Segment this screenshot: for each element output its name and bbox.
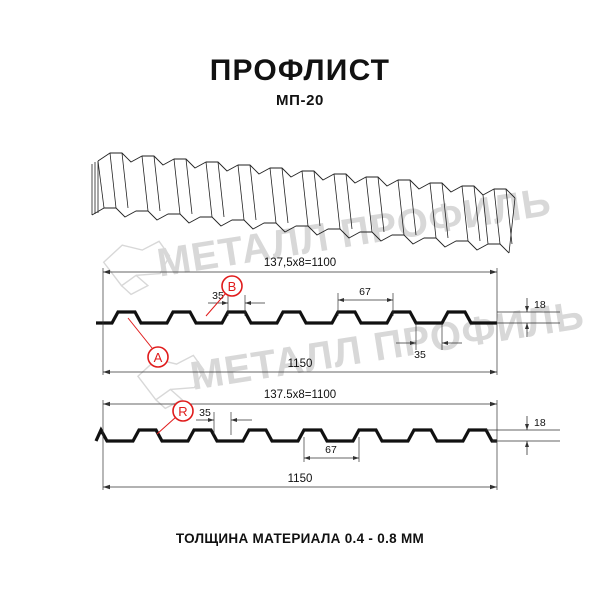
- dimension-height-top: 18: [525, 298, 546, 337]
- dimension-total-width-top-text: 1150: [288, 358, 313, 370]
- dimension-working-width-top-text: 137,5x8=1100: [264, 257, 336, 269]
- dimension-total-width-top: 1150: [103, 358, 497, 375]
- callout-b[interactable]: B: [205, 275, 243, 317]
- callout-a-label: A: [154, 350, 163, 365]
- extension-lines-bottom: [102, 400, 560, 490]
- callout-b-label: B: [228, 279, 237, 294]
- material-thickness-note: ТОЛЩИНА МАТЕРИАЛА 0.4 - 0.8 ММ: [175, 531, 425, 546]
- metal-profil-polygon-logo-2: [136, 354, 205, 410]
- isometric-corrugated-sheet: [91, 152, 516, 254]
- dimension-rib-pitch-67-bottom-text: 67: [325, 444, 337, 456]
- watermark-text-2: МЕТАЛЛ ПРОФИЛЬ: [187, 293, 587, 399]
- dimension-working-width-bottom: 137.5x8=1100: [103, 389, 497, 407]
- dimension-working-width-top: 137,5x8=1100: [103, 257, 497, 275]
- dimension-height-bottom-text: 18: [534, 417, 546, 429]
- page-subtitle: МП-20: [276, 92, 324, 109]
- dimension-height-top-text: 18: [534, 299, 546, 311]
- dimension-rib-bottom-35-text: 35: [414, 349, 426, 361]
- callout-b-circle[interactable]: [221, 275, 243, 297]
- dimension-total-width-bottom-text: 1150: [288, 473, 313, 485]
- profile-outline-top: [96, 310, 497, 325]
- dimension-rib-top-35: 35: [208, 290, 265, 305]
- callout-r-label: R: [178, 404, 187, 419]
- metal-profil-polygon-logo: [102, 240, 171, 296]
- dimension-rib-top-35-text: 35: [212, 290, 224, 302]
- watermark-text: МЕТАЛЛ ПРОФИЛЬ: [154, 180, 554, 286]
- dimension-working-width-bottom-text: 137.5x8=1100: [264, 389, 336, 401]
- callout-a-circle[interactable]: [147, 346, 169, 368]
- dimension-rib-bottom-35: 35: [396, 341, 462, 361]
- extension-lines-top: [102, 268, 560, 375]
- section-view-bottom: 137.5x8=1100 1150 35: [94, 389, 560, 490]
- callout-r-circle[interactable]: [172, 400, 194, 422]
- dimension-height-bottom: 18: [525, 416, 546, 455]
- dimension-total-width-bottom: 1150: [103, 473, 497, 490]
- dimension-rib-top-35-bottom-text: 35: [199, 407, 211, 419]
- dimension-rib-pitch-67: 67: [338, 286, 393, 302]
- callout-r[interactable]: R: [156, 400, 194, 435]
- callout-a[interactable]: A: [127, 317, 169, 368]
- section-view-top: 137,5x8=1100 1150 35: [96, 257, 560, 375]
- dimension-rib-pitch-67-text: 67: [359, 286, 371, 298]
- dimension-rib-top-35-bottom: 35: [196, 407, 252, 422]
- dimension-rib-pitch-67-bottom: 67: [304, 444, 359, 460]
- profile-outline-bottom: [94, 426, 497, 443]
- page-title: ПРОФЛИСТ: [209, 54, 391, 87]
